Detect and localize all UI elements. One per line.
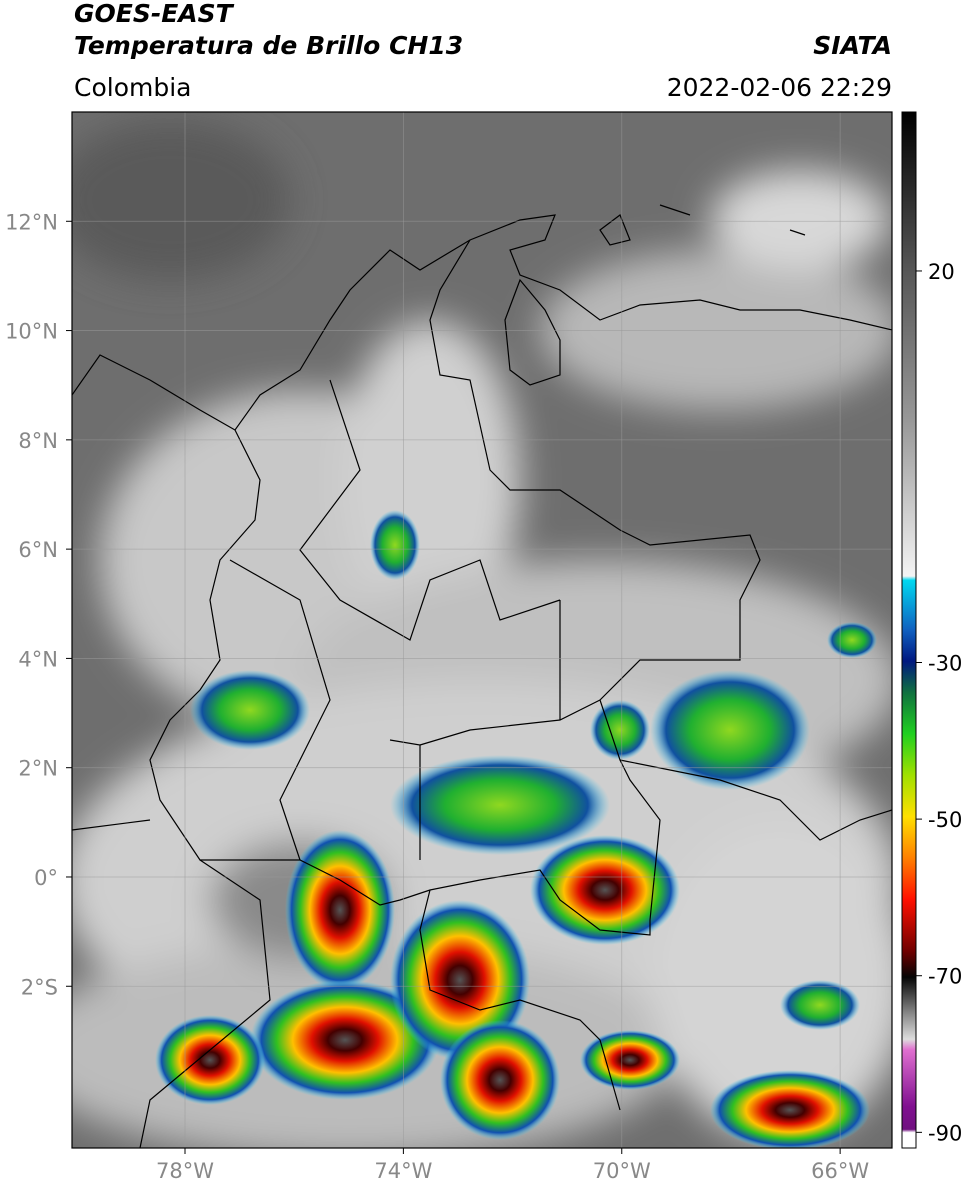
map-frame [71,111,893,1149]
subtitle: Temperatura de Brillo CH13 [74,31,463,60]
country-borders [72,204,892,1148]
y-tick-label: 2°S [21,975,58,999]
source: SIATA [813,31,892,60]
colorbar [901,111,917,1149]
colorbar-tick-label: -30 [928,651,962,675]
y-tick-label: 10°N [5,320,58,344]
y-tick-label: 2°N [18,757,58,781]
colorbar-tick-label: 20 [928,260,955,284]
x-tick-label: 74°W [374,1159,432,1183]
x-tick-label: 66°W [811,1159,869,1183]
y-tick-label: 0° [34,866,58,890]
y-tick-label: 8°N [18,429,58,453]
region: Colombia [74,73,191,102]
colorbar-tick-label: -90 [928,1121,962,1145]
y-tick-label: 6°N [18,538,58,562]
y-tick-label: 12°N [5,210,58,234]
x-tick-label: 78°W [156,1159,214,1183]
title: GOES-EAST [74,0,235,28]
x-tick-label: 70°W [593,1159,651,1183]
colorbar-tick-label: -70 [928,965,962,989]
datetime: 2022-02-06 22:29 [667,73,892,102]
grid [72,112,892,1148]
y-tick-label: 4°N [18,647,58,671]
satellite-image [72,112,892,1148]
colorbar-tick-label: -50 [928,808,962,832]
